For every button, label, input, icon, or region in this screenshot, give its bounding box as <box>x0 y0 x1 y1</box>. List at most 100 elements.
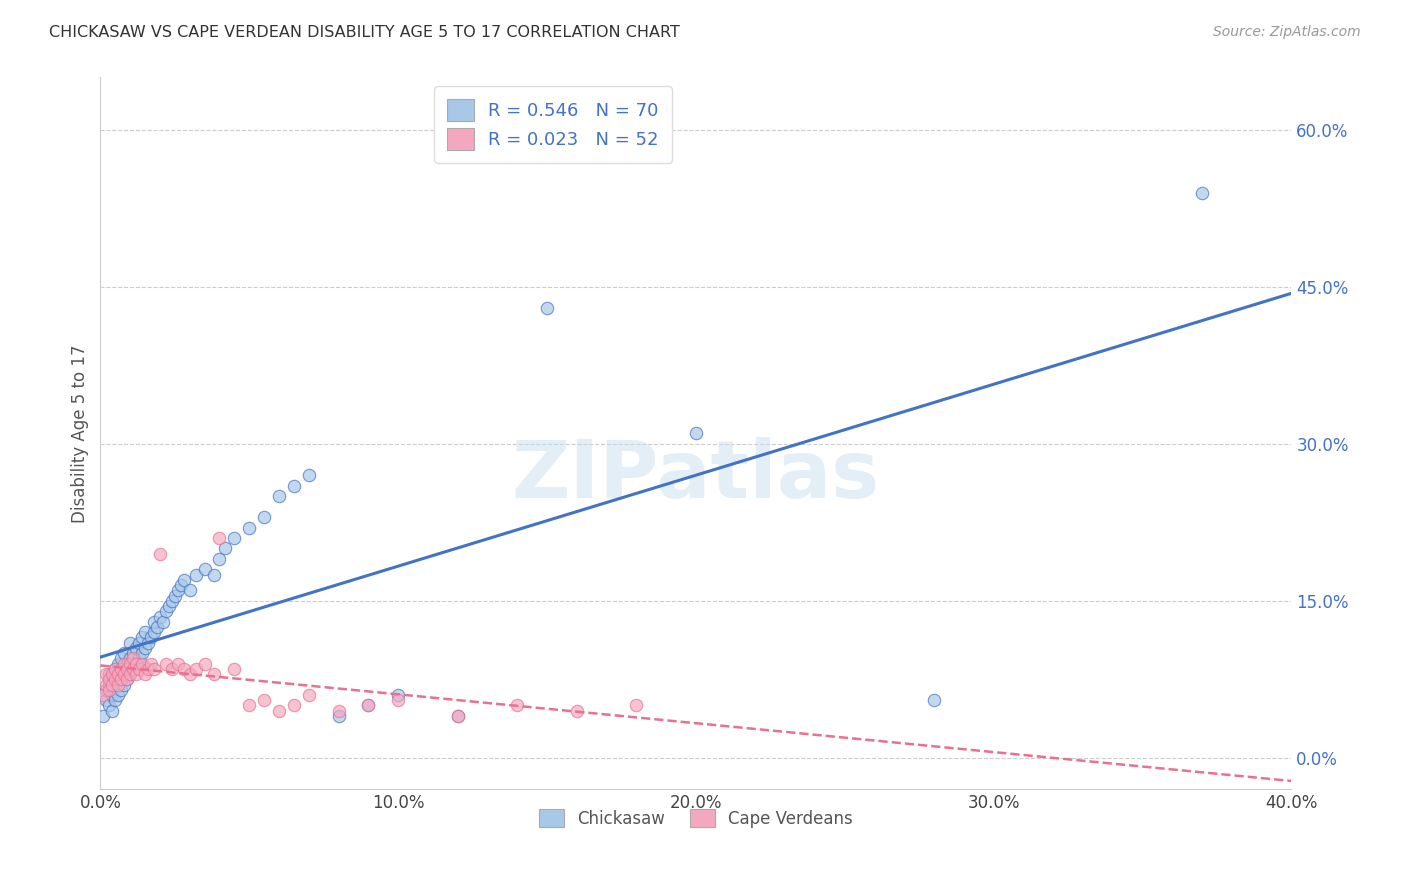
Point <box>267 704 290 718</box>
Point <box>447 709 470 723</box>
Point <box>136 635 159 649</box>
Point <box>387 688 409 702</box>
Point <box>194 657 217 671</box>
Point <box>139 631 162 645</box>
Point <box>155 604 177 618</box>
Point <box>447 709 470 723</box>
Point <box>194 562 217 576</box>
Point <box>184 662 207 676</box>
Point <box>173 662 195 676</box>
Point <box>1191 186 1213 200</box>
Point <box>125 657 148 671</box>
Point <box>107 657 129 671</box>
Point <box>387 693 409 707</box>
Point <box>131 631 153 645</box>
Point <box>96 693 118 707</box>
Point <box>120 651 142 665</box>
Point <box>96 682 118 697</box>
Point <box>328 709 350 723</box>
Point <box>112 646 135 660</box>
Point <box>104 662 127 676</box>
Point <box>110 667 132 681</box>
Point <box>104 673 127 687</box>
Point <box>685 426 707 441</box>
Point <box>134 625 156 640</box>
Point <box>112 677 135 691</box>
Point <box>107 673 129 687</box>
Point <box>122 662 145 676</box>
Point <box>122 662 145 676</box>
Point <box>96 667 118 681</box>
Point <box>283 698 305 713</box>
Point <box>179 583 201 598</box>
Point <box>149 547 172 561</box>
Point <box>120 657 142 671</box>
Point <box>626 698 648 713</box>
Point <box>131 646 153 660</box>
Point <box>91 709 114 723</box>
Point <box>107 677 129 691</box>
Y-axis label: Disability Age 5 to 17: Disability Age 5 to 17 <box>72 344 89 523</box>
Point <box>98 673 121 687</box>
Point <box>179 667 201 681</box>
Point <box>128 651 150 665</box>
Point <box>107 667 129 681</box>
Point <box>142 625 165 640</box>
Point <box>224 531 246 545</box>
Point <box>536 301 558 315</box>
Point <box>112 657 135 671</box>
Point <box>110 651 132 665</box>
Point <box>136 662 159 676</box>
Point <box>208 531 231 545</box>
Point <box>238 698 260 713</box>
Point <box>104 693 127 707</box>
Point <box>125 667 148 681</box>
Point <box>134 640 156 655</box>
Point <box>214 541 236 556</box>
Point <box>253 510 276 524</box>
Point <box>202 667 225 681</box>
Point <box>122 646 145 660</box>
Point <box>565 704 588 718</box>
Point <box>155 657 177 671</box>
Point <box>202 567 225 582</box>
Point <box>101 667 124 681</box>
Point <box>152 615 174 629</box>
Point <box>98 698 121 713</box>
Point <box>142 615 165 629</box>
Point <box>357 698 380 713</box>
Point <box>166 583 188 598</box>
Point <box>101 704 124 718</box>
Point <box>328 704 350 718</box>
Point <box>163 589 186 603</box>
Point <box>149 609 172 624</box>
Point <box>298 688 321 702</box>
Point <box>238 520 260 534</box>
Point <box>157 599 180 613</box>
Point <box>125 640 148 655</box>
Point <box>98 677 121 691</box>
Point <box>131 657 153 671</box>
Point <box>134 667 156 681</box>
Point <box>101 688 124 702</box>
Point <box>120 635 142 649</box>
Point <box>120 667 142 681</box>
Point <box>128 635 150 649</box>
Text: CHICKASAW VS CAPE VERDEAN DISABILITY AGE 5 TO 17 CORRELATION CHART: CHICKASAW VS CAPE VERDEAN DISABILITY AGE… <box>49 25 681 40</box>
Point <box>142 662 165 676</box>
Point <box>253 693 276 707</box>
Point <box>139 657 162 671</box>
Point <box>98 667 121 681</box>
Point <box>110 662 132 676</box>
Point <box>357 698 380 713</box>
Point <box>110 682 132 697</box>
Point <box>115 673 138 687</box>
Point <box>160 662 183 676</box>
Point <box>122 651 145 665</box>
Point <box>298 468 321 483</box>
Point <box>267 489 290 503</box>
Point <box>146 620 169 634</box>
Text: ZIPatlas: ZIPatlas <box>512 437 880 515</box>
Point <box>101 673 124 687</box>
Point <box>166 657 188 671</box>
